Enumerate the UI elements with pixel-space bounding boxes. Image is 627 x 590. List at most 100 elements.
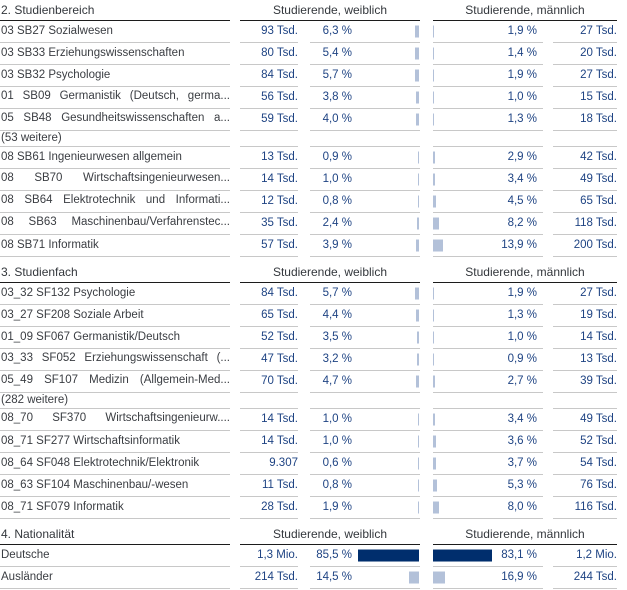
male-percent-cell: 16,9 % — [433, 567, 543, 589]
female-value: 13 Tsd. — [240, 147, 298, 169]
table-row: 03_33 SF052 Erziehungswissenschaft (... … — [0, 349, 617, 371]
row-label: 01_09 SF067 Germanistik/Deutsch — [0, 327, 230, 349]
male-percent-cell: 13,9 % — [433, 235, 543, 257]
male-data-bar — [433, 69, 435, 82]
male-percent-cell: 1,3 % — [433, 305, 543, 327]
female-percent: 0,8 % — [322, 194, 352, 207]
column-gap — [420, 431, 433, 453]
column-gap — [420, 131, 433, 147]
male-data-bar — [433, 331, 434, 344]
male-percent-cell: 3,4 % — [433, 169, 543, 191]
female-percent-cell: 3,8 % — [310, 87, 420, 109]
female-data-bar — [415, 375, 419, 388]
female-percent: 1,0 % — [322, 172, 352, 185]
column-gap — [230, 453, 240, 475]
male-percent: 8,0 % — [507, 500, 537, 513]
row-label: 08_71 SF079 Informatik — [0, 497, 230, 519]
male-percent: 3,6 % — [507, 434, 537, 447]
column-gap — [230, 169, 240, 191]
row-label: 01 SB09 Germanistik (Deutsch, germa... — [0, 87, 230, 109]
column-gap — [420, 283, 433, 305]
male-value — [553, 393, 617, 409]
male-data-bar — [433, 287, 435, 300]
column-gap — [298, 393, 310, 409]
column-gap — [420, 453, 433, 475]
male-data-bar — [433, 375, 435, 388]
table-row: 08_71 SF277 Wirtschaftsinformatik 14 Tsd… — [0, 431, 617, 453]
column-gap — [298, 147, 310, 169]
male-percent-cell: 1,4 % — [433, 43, 543, 65]
female-data-bar — [417, 217, 419, 230]
male-percent: 3,4 % — [507, 412, 537, 425]
column-gap — [230, 87, 240, 109]
female-percent: 3,2 % — [322, 352, 352, 365]
male-percent-cell: 1,9 % — [433, 21, 543, 43]
female-column-header: Studierende, weiblich — [240, 524, 420, 545]
male-percent-cell: 1,9 % — [433, 65, 543, 87]
male-percent: 8,2 % — [507, 216, 537, 229]
female-value — [240, 393, 298, 409]
female-data-bar — [418, 479, 419, 492]
row-label: Ausländer — [0, 567, 230, 589]
row-label: 08_70 SF370 Wirtschaftsingenieurw.... — [0, 409, 230, 431]
column-gap — [420, 65, 433, 87]
column-gap — [230, 109, 240, 131]
female-data-bar — [415, 47, 419, 60]
column-gap — [420, 147, 433, 169]
male-percent: 5,3 % — [507, 478, 537, 491]
female-value: 59 Tsd. — [240, 109, 298, 131]
row-label: 03 SB27 Sozialwesen — [0, 21, 230, 43]
column-gap — [543, 191, 553, 213]
male-percent-cell — [433, 393, 543, 409]
column-gap — [420, 349, 433, 371]
column-gap — [543, 131, 553, 147]
female-data-bar — [415, 287, 419, 300]
male-percent-cell — [433, 131, 543, 147]
column-gap — [230, 147, 240, 169]
table-row: 08 SB61 Ingenieurwesen allgemein 13 Tsd.… — [0, 147, 617, 169]
female-value: 52 Tsd. — [240, 327, 298, 349]
female-percent-cell: 0,8 % — [310, 191, 420, 213]
female-data-bar — [414, 25, 419, 38]
column-gap — [420, 327, 433, 349]
female-percent: 5,4 % — [322, 46, 352, 59]
column-gap — [543, 283, 553, 305]
male-value: 49 Tsd. — [553, 409, 617, 431]
column-gap — [543, 87, 553, 109]
row-label: (282 weitere) — [0, 393, 230, 409]
female-percent-cell: 6,3 % — [310, 21, 420, 43]
column-gap — [298, 409, 310, 431]
table-row: Ausländer 214 Tsd. 14,5 % 16,9 % 244 Tsd… — [0, 567, 617, 589]
column-gap — [298, 213, 310, 235]
male-value: 13 Tsd. — [553, 349, 617, 371]
female-percent-cell: 3,5 % — [310, 327, 420, 349]
column-gap — [543, 371, 553, 393]
male-data-bar — [433, 25, 435, 38]
male-percent-cell: 2,7 % — [433, 371, 543, 393]
female-percent-cell: 1,0 % — [310, 409, 420, 431]
column-gap — [298, 235, 310, 257]
column-gap — [298, 497, 310, 519]
female-value: 80 Tsd. — [240, 43, 298, 65]
column-gap — [298, 169, 310, 191]
male-value: 65 Tsd. — [553, 191, 617, 213]
female-percent-cell: 1,0 % — [310, 431, 420, 453]
table-row: 01_09 SF067 Germanistik/Deutsch 52 Tsd. … — [0, 327, 617, 349]
male-data-bar — [433, 457, 436, 470]
report-section: 3. Studienfach Studierende, weiblich Stu… — [0, 262, 617, 519]
column-gap — [420, 475, 433, 497]
female-percent: 1,0 % — [322, 412, 352, 425]
column-gap — [543, 475, 553, 497]
column-gap — [230, 131, 240, 147]
male-value: 1,2 Mio. — [553, 545, 617, 567]
male-percent-cell: 83,1 % — [433, 545, 543, 567]
row-label: 03_33 SF052 Erziehungswissenschaft (... — [0, 349, 230, 371]
female-data-bar — [416, 331, 419, 344]
female-value: 93 Tsd. — [240, 21, 298, 43]
male-percent: 1,9 % — [507, 68, 537, 81]
male-data-bar — [433, 195, 437, 208]
female-value: 35 Tsd. — [240, 213, 298, 235]
male-percent: 1,0 % — [507, 90, 537, 103]
column-gap — [230, 349, 240, 371]
column-gap — [543, 545, 553, 567]
